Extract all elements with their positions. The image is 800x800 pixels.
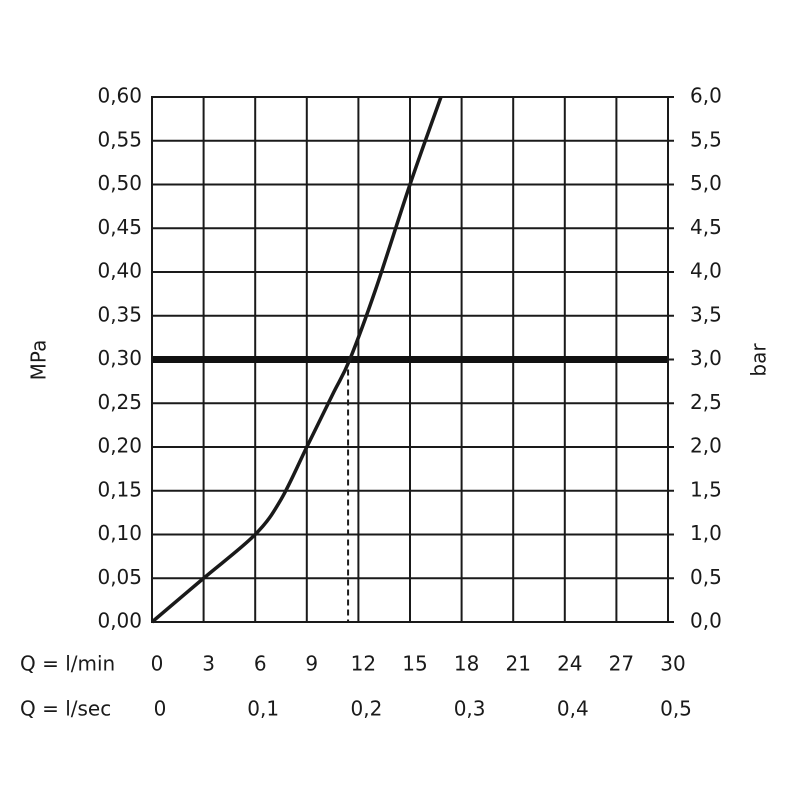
x-tick-label: 24 <box>557 652 582 676</box>
x-tick-label: 9 <box>305 652 318 676</box>
x2-tick-label: 0 <box>154 697 167 721</box>
y-tick-label: 0,50 <box>97 171 142 195</box>
y2-axis-label: bar <box>747 343 771 377</box>
y-tick-label: 0,40 <box>97 259 142 283</box>
flow-curve <box>150 96 443 624</box>
y2-tick-label: 4,0 <box>690 259 722 283</box>
x-tick-label: 30 <box>660 652 685 676</box>
y2-tick-label: 6,0 <box>690 84 722 108</box>
y2-tick-label: 0,0 <box>690 609 722 633</box>
y2-tick-label: 0,5 <box>690 565 722 589</box>
y2-tick-label: 2,0 <box>690 434 722 458</box>
x-tick-label: 21 <box>505 652 530 676</box>
y-tick-label: 0,45 <box>97 215 142 239</box>
y2-tick-label: 5,0 <box>690 171 722 195</box>
y2-tick-label: 3,0 <box>690 346 722 370</box>
y2-tick-label: 5,5 <box>690 127 722 151</box>
y-tick-label: 0,10 <box>97 521 142 545</box>
y-tick-label: 0,00 <box>97 609 142 633</box>
x-tick-label: 3 <box>202 652 215 676</box>
x2-tick-label: 0,3 <box>454 697 486 721</box>
y-axis-label: MPa <box>27 340 51 381</box>
y-tick-label: 0,55 <box>97 127 142 151</box>
x2-row-label: Q = l/sec <box>20 697 111 721</box>
x-tick-label: 27 <box>609 652 634 676</box>
y-tick-label: 0,20 <box>97 434 142 458</box>
x-tick-label: 0 <box>151 652 164 676</box>
x-tick-label: 18 <box>454 652 479 676</box>
y-tick-label: 0,30 <box>97 346 142 370</box>
x-tick-label: 6 <box>254 652 267 676</box>
x2-tick-label: 0,1 <box>247 697 279 721</box>
y-tick-label: 0,15 <box>97 477 142 501</box>
x2-tick-label: 0,4 <box>557 697 589 721</box>
y2-tick-label: 4,5 <box>690 215 722 239</box>
y2-tick-label: 1,5 <box>690 477 722 501</box>
x-tick-label: 15 <box>402 652 427 676</box>
x2-tick-label: 0,5 <box>660 697 692 721</box>
y2-tick-label: 3,5 <box>690 302 722 326</box>
y2-tick-label: 2,5 <box>690 390 722 414</box>
plot-frame <box>151 96 669 623</box>
y-tick-label: 0,05 <box>97 565 142 589</box>
y-tick-label: 0,25 <box>97 390 142 414</box>
x2-tick-label: 0,2 <box>350 697 382 721</box>
y-tick-label: 0,35 <box>97 302 142 326</box>
x-tick-label: 12 <box>351 652 376 676</box>
y2-tick-label: 1,0 <box>690 521 722 545</box>
y-tick-label: 0,60 <box>97 84 142 108</box>
x-row-label: Q = l/min <box>20 652 115 676</box>
